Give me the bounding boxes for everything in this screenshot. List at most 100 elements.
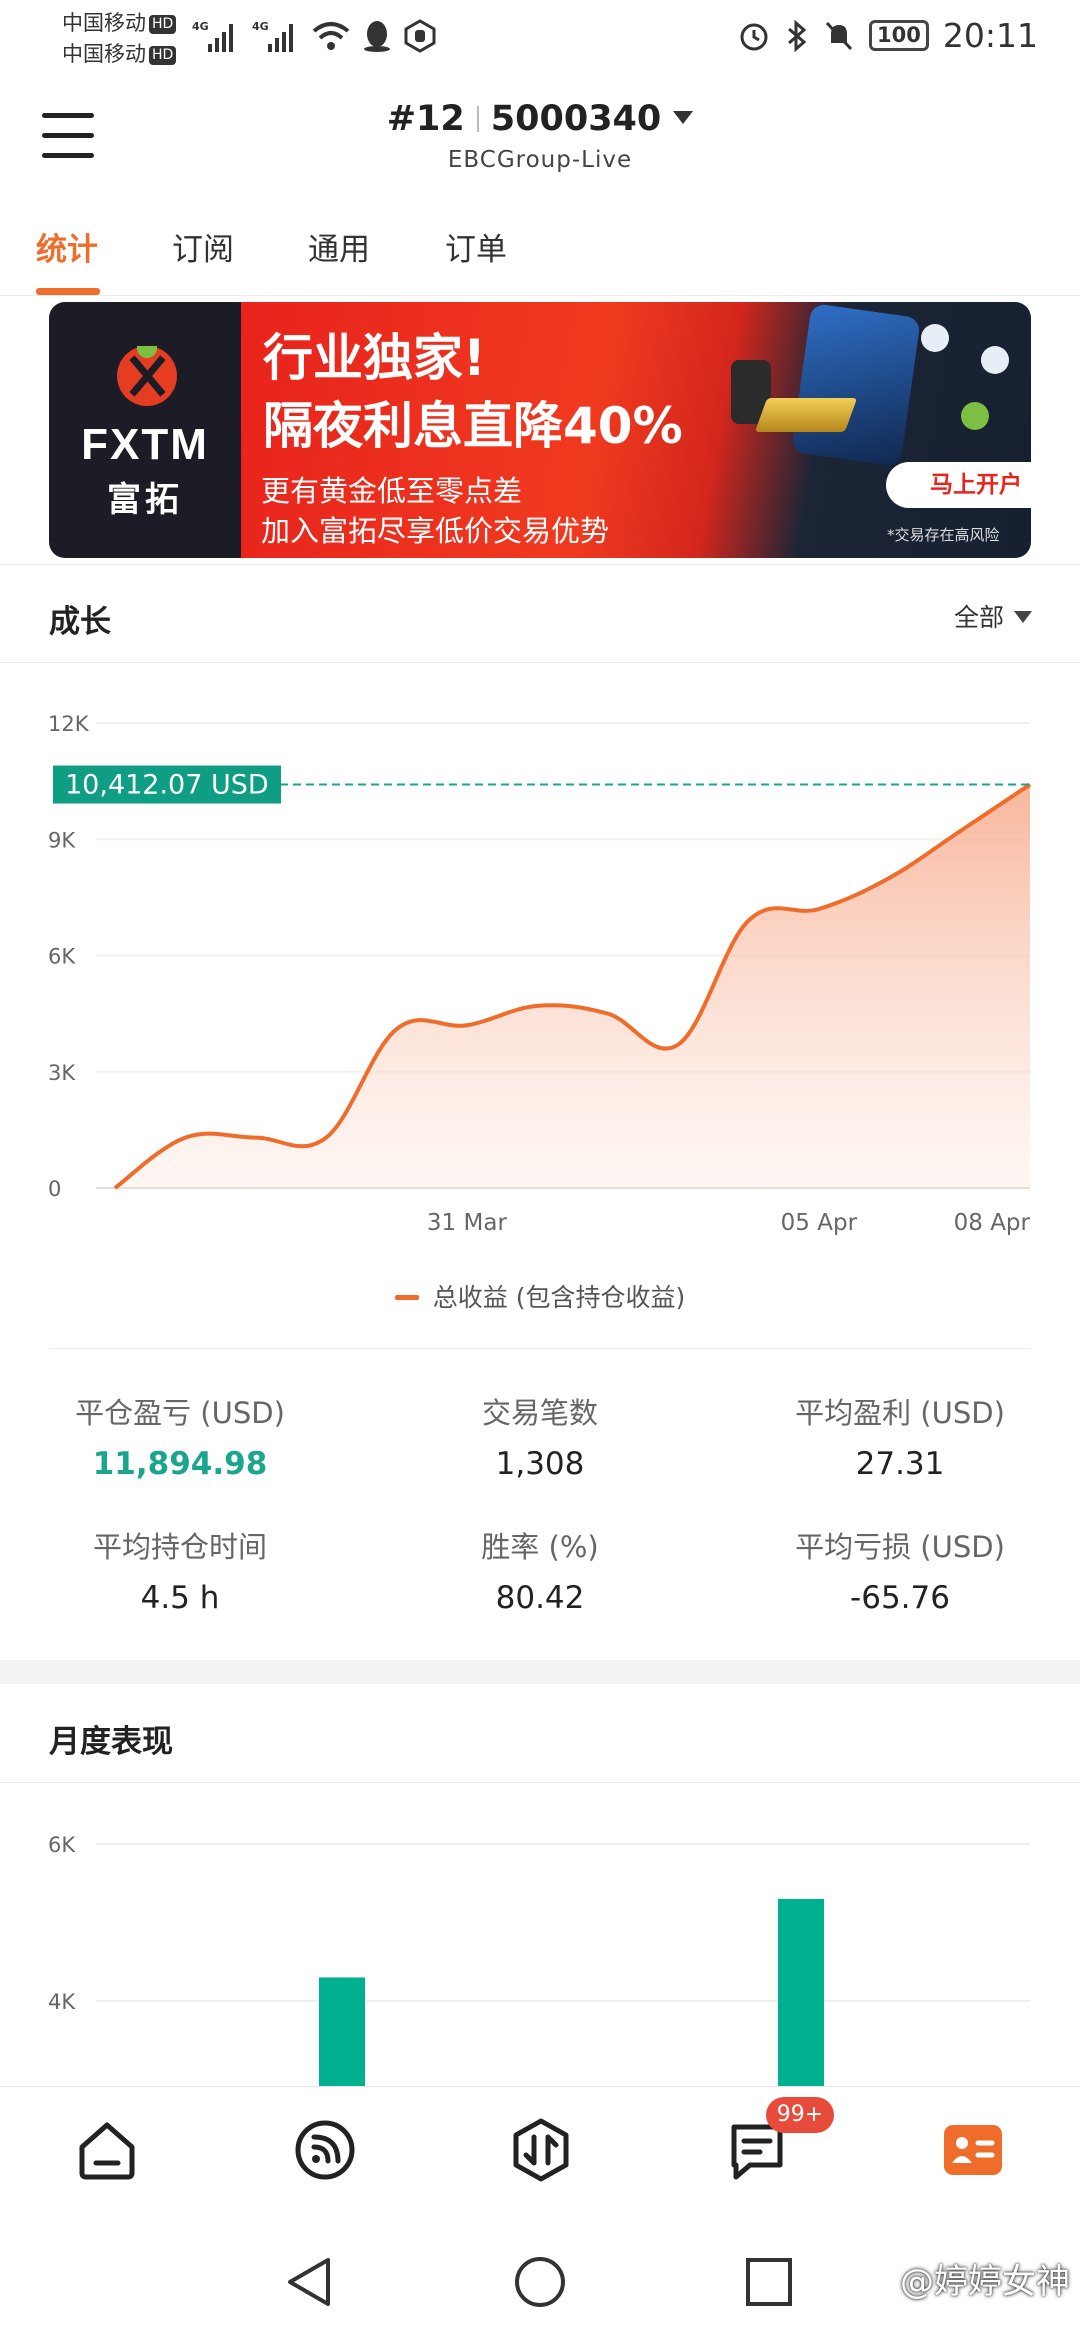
home-icon bbox=[79, 2122, 135, 2180]
nav-profile[interactable] bbox=[940, 2117, 1006, 2183]
account-server: EBCGroup-Live bbox=[447, 147, 633, 173]
y-tick-label: 4K bbox=[48, 1990, 76, 2014]
bottom-nav: 99+ bbox=[0, 2086, 1080, 2212]
battery-indicator: 100 bbox=[869, 20, 929, 51]
y-tick-label: 6K bbox=[48, 1833, 76, 1857]
nav-feed[interactable] bbox=[292, 2117, 358, 2183]
status-icons-left: 4G 4G bbox=[192, 18, 436, 54]
monthly-chart: 6K 4K bbox=[48, 1833, 1030, 2086]
y-tick-label: 12K bbox=[48, 712, 90, 736]
stat-value: 27.31 bbox=[855, 1446, 945, 1482]
profile-icon bbox=[944, 2125, 1002, 2175]
x-tick-label: 31 Mar bbox=[427, 1210, 508, 1236]
tab-statistics[interactable]: 统计 bbox=[36, 232, 98, 268]
account-number: 5000340 bbox=[490, 99, 662, 139]
trade-icon bbox=[513, 2118, 569, 2182]
stat-value: 1,308 bbox=[495, 1446, 585, 1482]
risk-disclaimer: *交易存在高风险 bbox=[887, 526, 1000, 544]
nav-home[interactable] bbox=[74, 2117, 140, 2183]
back-icon[interactable] bbox=[284, 2256, 334, 2308]
fxtm-logo: FXTM 富拓 bbox=[49, 302, 241, 558]
stat-label: 平均盈利 (USD) bbox=[795, 1396, 1005, 1430]
menu-icon bbox=[42, 113, 94, 118]
stat-closed-pnl: 平仓盈亏 (USD) 11,894.98 bbox=[0, 1390, 360, 1482]
clock: 20:11 bbox=[942, 16, 1038, 55]
message-icon bbox=[731, 2124, 783, 2180]
carrier-1: 中国移动 bbox=[62, 11, 146, 35]
month-bar[interactable] bbox=[778, 1898, 824, 2086]
account-rank: #12 bbox=[386, 99, 465, 139]
app-notification-icon bbox=[404, 19, 436, 53]
promo-banner[interactable]: FXTM 富拓 行业独家! 隔夜利息直降40% 更有黄金低至零点差 加入富拓尽享… bbox=[49, 302, 1031, 558]
nav-trade[interactable] bbox=[508, 2117, 574, 2183]
y-tick-label: 3K bbox=[48, 1061, 76, 1085]
tab-subscription[interactable]: 订阅 bbox=[172, 232, 234, 268]
stat-label: 平均持仓时间 bbox=[92, 1530, 267, 1564]
carrier-2: 中国移动 bbox=[62, 42, 146, 66]
chevron-down-icon bbox=[673, 111, 694, 124]
divider bbox=[0, 1782, 1080, 1783]
stat-trade-count: 交易笔数 1,308 bbox=[360, 1390, 720, 1482]
stat-avg-profit: 平均盈利 (USD) 27.31 bbox=[720, 1390, 1080, 1482]
range-filter[interactable]: 全部 bbox=[954, 598, 1032, 634]
recents-icon[interactable] bbox=[744, 2256, 794, 2308]
hd-badge: HD bbox=[149, 46, 177, 65]
stat-value: 80.42 bbox=[495, 1580, 585, 1616]
separator bbox=[476, 106, 479, 132]
stat-avg-hold-time: 平均持仓时间 4.5 h bbox=[0, 1524, 360, 1616]
chevron-down-icon bbox=[1014, 611, 1032, 623]
stat-label: 平仓盈亏 (USD) bbox=[75, 1396, 285, 1430]
divider bbox=[0, 662, 1080, 663]
section-separator bbox=[0, 1660, 1080, 1684]
range-filter-label: 全部 bbox=[953, 603, 1004, 632]
banner-headline: 行业独家! bbox=[263, 329, 486, 387]
growth-area bbox=[115, 784, 1030, 1188]
stat-value: -65.76 bbox=[850, 1580, 950, 1616]
stat-label: 胜率 (%) bbox=[481, 1530, 599, 1564]
stat-avg-loss: 平均亏损 (USD) -65.76 bbox=[720, 1524, 1080, 1616]
monthly-title: 月度表现 bbox=[49, 1724, 173, 1760]
stat-label: 平均亏损 (USD) bbox=[795, 1530, 1005, 1564]
open-account-button[interactable]: 马上开户 bbox=[886, 462, 1031, 508]
chart-legend[interactable]: 总收益 (包含持仓收益) bbox=[0, 1278, 1080, 1314]
brand-name: FXTM bbox=[81, 420, 209, 469]
alarm-icon bbox=[740, 23, 768, 50]
account-switcher[interactable]: #12 5000340 bbox=[0, 99, 1080, 139]
home-button-icon[interactable] bbox=[514, 2256, 566, 2308]
wifi-icon bbox=[312, 22, 350, 50]
y-tick-label: 9K bbox=[48, 828, 76, 852]
stat-value: 11,894.98 bbox=[92, 1446, 268, 1482]
qq-icon bbox=[364, 21, 390, 52]
coin-icon bbox=[961, 402, 989, 430]
stat-value: 4.5 h bbox=[140, 1580, 220, 1616]
tab-bar: 统计 订阅 通用 订单 bbox=[0, 200, 1080, 296]
tab-orders[interactable]: 订单 bbox=[445, 232, 507, 268]
coin-icon bbox=[921, 324, 949, 352]
stat-label: 交易笔数 bbox=[481, 1396, 598, 1430]
y-tick-label: 0 bbox=[48, 1177, 61, 1201]
month-bar[interactable] bbox=[319, 1977, 365, 2086]
growth-chart: 12K 9K 6K 3K 0 31 Mar 05 Apr 08 Apr 10,412.07 U… bbox=[48, 712, 1032, 1236]
tab-general[interactable]: 通用 bbox=[308, 232, 370, 268]
bluetooth-icon bbox=[788, 19, 807, 52]
mute-icon bbox=[825, 21, 853, 50]
unread-badge: 99+ bbox=[766, 2097, 834, 2133]
divider bbox=[49, 1348, 1031, 1349]
growth-line bbox=[113, 782, 1032, 1190]
current-value-label: 10,412.07 USD bbox=[65, 770, 269, 801]
menu-button[interactable] bbox=[42, 113, 94, 159]
carrier-info: 中国移动 HD 中国移动 HD bbox=[62, 8, 177, 70]
nav-messages[interactable] bbox=[724, 2117, 790, 2183]
menu-icon bbox=[42, 153, 94, 158]
gold-bar-icon bbox=[754, 398, 858, 432]
app-header: #12 5000340 EBCGroup-Live bbox=[0, 75, 1080, 200]
stat-win-rate: 胜率 (%) 80.42 bbox=[360, 1524, 720, 1616]
watermark: @婷婷女神 bbox=[900, 2262, 1070, 2302]
legend-swatch bbox=[394, 1295, 419, 1300]
legend-label: 总收益 (包含持仓收益) bbox=[432, 1283, 686, 1312]
banner-subtext: 加入富拓尽享低价交易优势 bbox=[261, 514, 610, 548]
banner-content: 行业独家! 隔夜利息直降40% 更有黄金低至零点差 加入富拓尽享低价交易优势 马… bbox=[241, 302, 1031, 558]
coin-icon bbox=[981, 346, 1009, 374]
banner-subtext: 更有黄金低至零点差 bbox=[261, 474, 523, 508]
